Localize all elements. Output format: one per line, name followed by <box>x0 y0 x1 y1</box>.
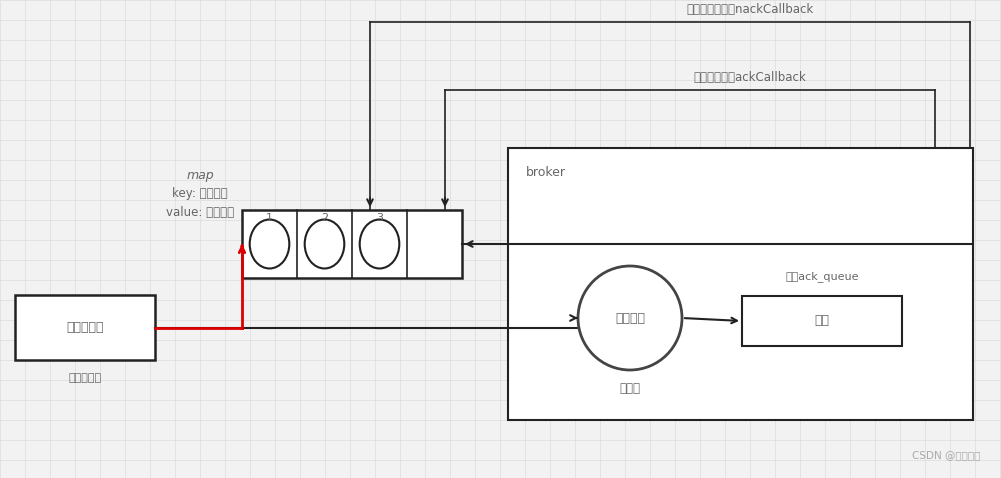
Text: 3: 3 <box>376 213 383 223</box>
Text: map: map <box>186 169 214 182</box>
Text: 交换机: 交换机 <box>620 381 641 394</box>
Bar <box>742 296 902 346</box>
Bar <box>15 295 155 360</box>
Text: 2: 2 <box>321 213 328 223</box>
Text: 1: 1 <box>266 213 273 223</box>
Text: value: 消息内容: value: 消息内容 <box>166 206 234 218</box>
Text: key: 消息序号: key: 消息序号 <box>172 187 228 200</box>
Text: broker: broker <box>526 166 566 179</box>
Text: 消息生产者: 消息生产者 <box>68 373 101 383</box>
Text: CSDN @是阿岚啊: CSDN @是阿岚啊 <box>912 450 980 460</box>
Text: 寄快件的人: 寄快件的人 <box>66 321 104 334</box>
Bar <box>508 148 973 420</box>
Text: 快递门市: 快递门市 <box>615 312 645 325</box>
Bar <box>242 210 462 278</box>
Text: 队列ack_queue: 队列ack_queue <box>785 271 859 282</box>
Text: 确认收到回调ackCallback: 确认收到回调ackCallback <box>694 71 807 84</box>
Text: 未确认收到回调nackCallback: 未确认收到回调nackCallback <box>687 3 814 16</box>
Text: 飞机: 飞机 <box>815 315 830 327</box>
